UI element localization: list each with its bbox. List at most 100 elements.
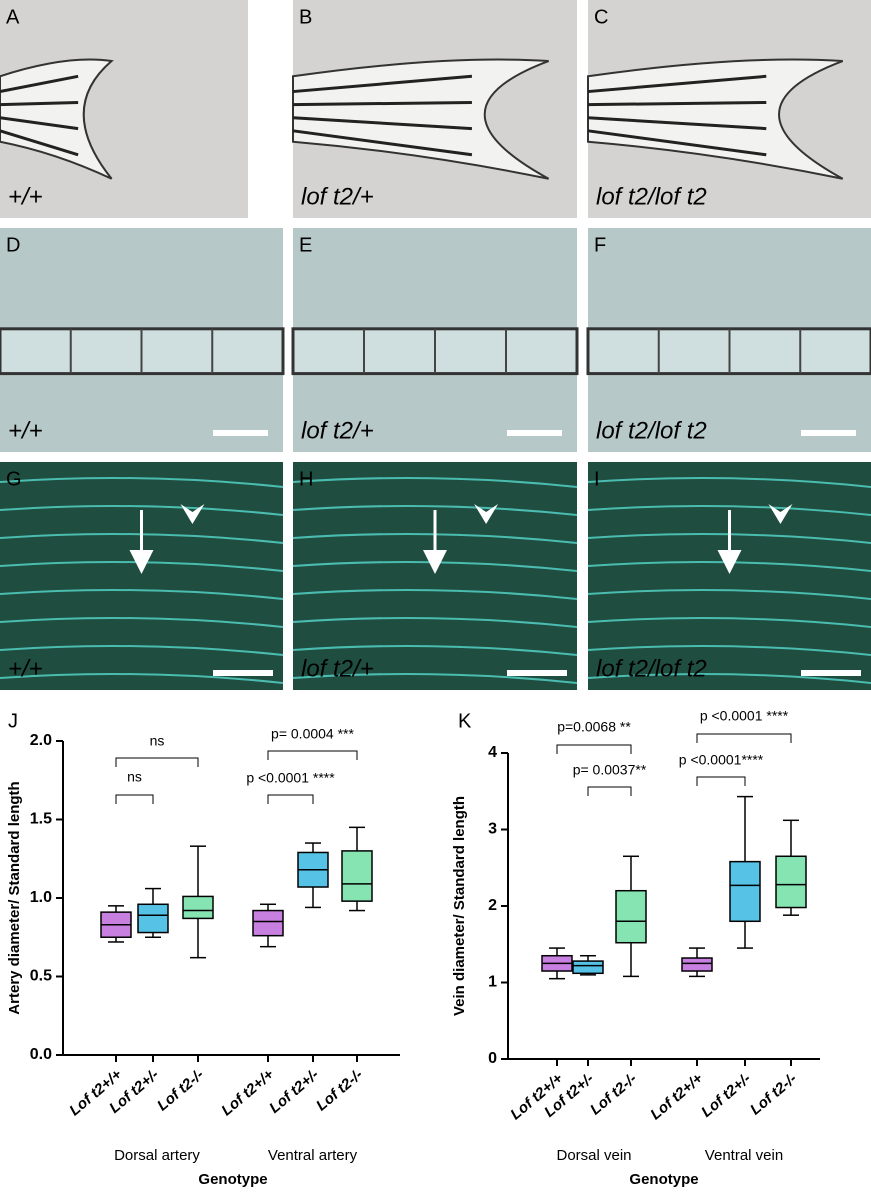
panel-letter: B bbox=[299, 6, 312, 28]
genotype-label: lof t2/+ bbox=[301, 183, 374, 210]
bracket bbox=[587, 786, 632, 796]
x-tick-label: Lof t2-/- bbox=[747, 1070, 800, 1118]
panel-letter: J bbox=[8, 710, 18, 732]
x-tick-label: Lof t2-/- bbox=[313, 1066, 366, 1114]
panel-letter: I bbox=[594, 468, 600, 490]
fin-ray bbox=[0, 100, 79, 107]
fin bbox=[587, 58, 844, 180]
vessel-net bbox=[0, 505, 284, 516]
vessel-net bbox=[587, 617, 871, 628]
arrowhead bbox=[180, 504, 205, 524]
vessel-net bbox=[292, 617, 578, 628]
box bbox=[182, 895, 214, 920]
genotype-label: +/+ bbox=[8, 183, 43, 210]
arrow-head bbox=[717, 550, 742, 574]
genotype-label: lof t2/lof t2 bbox=[596, 655, 707, 682]
box bbox=[252, 909, 284, 937]
genotype-label: lof t2/+ bbox=[301, 655, 374, 682]
y-tick-label: 0.5 bbox=[30, 968, 52, 985]
vessel-net bbox=[292, 645, 578, 656]
x-tick-label: Lof t2-/- bbox=[587, 1070, 640, 1118]
y-tick-label: 2.0 bbox=[30, 732, 52, 749]
group-label: Ventral vein bbox=[705, 1147, 783, 1164]
genotype-label: lof t2/lof t2 bbox=[596, 417, 707, 444]
panel-letter: F bbox=[594, 234, 606, 256]
scale-bar bbox=[213, 670, 273, 676]
vessel-net bbox=[292, 673, 578, 684]
box bbox=[137, 903, 169, 934]
fin-ray bbox=[587, 116, 767, 131]
bracket bbox=[556, 744, 632, 754]
vessel-net bbox=[292, 505, 578, 516]
genotype-label: +/+ bbox=[8, 655, 43, 682]
bracket bbox=[696, 733, 792, 743]
vessel-net bbox=[587, 477, 871, 488]
vessel-net bbox=[292, 589, 578, 600]
y-axis-label: Artery diameter/ Standard length bbox=[6, 781, 23, 1014]
vessel-net bbox=[587, 505, 871, 516]
panel-letter: D bbox=[6, 234, 20, 256]
vessel-net bbox=[0, 673, 284, 684]
fin-ray bbox=[292, 116, 473, 131]
panel-letter: A bbox=[6, 6, 20, 28]
fin-ray bbox=[587, 100, 767, 107]
group-label: Ventral artery bbox=[268, 1147, 358, 1164]
x-tick-label: Lof t2+/- bbox=[266, 1066, 322, 1117]
box bbox=[729, 860, 761, 923]
genotype-label: lof t2/+ bbox=[301, 417, 374, 444]
panel-letter: K bbox=[458, 710, 472, 732]
x-tick-label: Lof t2-/- bbox=[154, 1066, 207, 1114]
scale-bar bbox=[213, 430, 268, 436]
bracket bbox=[115, 757, 199, 767]
scale-bar bbox=[507, 430, 562, 436]
box bbox=[681, 957, 713, 972]
y-tick-label: 0 bbox=[488, 1050, 497, 1067]
vessel-net bbox=[292, 477, 578, 488]
box bbox=[341, 850, 373, 902]
photo bbox=[0, 462, 283, 690]
significance: p <0.0001 **** bbox=[700, 708, 789, 724]
genotype-label: +/+ bbox=[8, 417, 43, 444]
x-axis-label: Genotype bbox=[198, 1171, 267, 1188]
arrow-head bbox=[129, 550, 154, 574]
vessel-net bbox=[587, 645, 871, 656]
bracket bbox=[267, 750, 358, 760]
arrowhead bbox=[768, 504, 793, 524]
bracket bbox=[115, 794, 154, 804]
significance: ns bbox=[127, 769, 142, 785]
genotype-label: lof t2/lof t2 bbox=[596, 183, 707, 210]
vessel-net bbox=[0, 589, 284, 600]
vessel-net bbox=[587, 589, 871, 600]
scale-bar bbox=[801, 670, 861, 676]
vessel-net bbox=[587, 673, 871, 684]
fin bbox=[0, 58, 114, 180]
fin-ray bbox=[292, 74, 473, 94]
box bbox=[775, 855, 807, 909]
significance: p <0.0001**** bbox=[679, 752, 764, 768]
fin-ray bbox=[0, 116, 79, 131]
significance: ns bbox=[150, 733, 165, 749]
arrowhead bbox=[474, 504, 499, 524]
group-label: Dorsal vein bbox=[556, 1147, 631, 1164]
vessel-net bbox=[0, 645, 284, 656]
fin-ray bbox=[587, 129, 767, 157]
y-tick-label: 3 bbox=[488, 821, 497, 838]
fin-ray bbox=[0, 129, 79, 157]
vessel-net bbox=[0, 477, 284, 488]
y-tick-label: 1.0 bbox=[30, 889, 52, 906]
box bbox=[615, 889, 647, 944]
photo bbox=[588, 462, 871, 690]
x-tick-label: Lof t2+/+ bbox=[647, 1070, 706, 1123]
fin-ray bbox=[0, 74, 79, 94]
significance: p= 0.0037** bbox=[573, 762, 647, 778]
panel-letter: C bbox=[594, 6, 608, 28]
significance: p= 0.0004 *** bbox=[271, 726, 354, 742]
fin-ray bbox=[292, 129, 473, 157]
x-tick-label: Lof t2+/+ bbox=[218, 1066, 277, 1119]
panel-letter: H bbox=[299, 468, 313, 490]
scale-bar bbox=[507, 670, 567, 676]
significance: p <0.0001 **** bbox=[246, 770, 335, 786]
y-tick-label: 1.5 bbox=[30, 811, 52, 828]
photo bbox=[293, 462, 577, 690]
